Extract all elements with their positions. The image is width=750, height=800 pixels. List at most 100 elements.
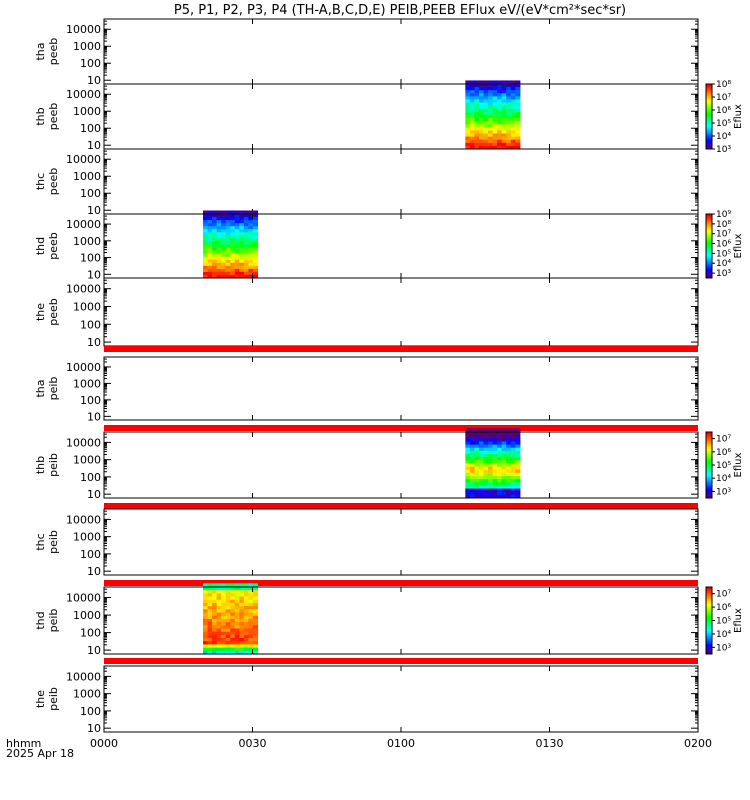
heatmap-cell [506, 428, 512, 432]
colorbar-tick-label: 10⁷ [716, 230, 731, 240]
heatmap-cell [234, 647, 240, 651]
heatmap-cell [221, 624, 227, 629]
heatmap-cell [515, 102, 521, 106]
colorbar-segment [706, 147, 712, 150]
heatmap-cell [248, 256, 254, 260]
heatmap-cell [488, 431, 494, 436]
heatmap-cell [234, 631, 240, 635]
heatmap-cell [252, 612, 259, 616]
heatmap-cell [483, 86, 489, 91]
heatmap-cell [492, 102, 498, 106]
heatmap-cell [230, 268, 236, 272]
heatmap-cell [207, 615, 213, 619]
heatmap-cell [488, 126, 494, 131]
heatmap-cell [492, 453, 498, 458]
colorbar-tick-label: 10⁴ [716, 474, 731, 484]
heatmap-cell [212, 216, 218, 221]
heatmap-cell [492, 466, 498, 470]
heatmap-cell [234, 219, 240, 224]
heatmap-cell [207, 259, 213, 263]
heatmap-cell [478, 494, 485, 498]
heatmap-cell [515, 95, 521, 100]
heatmap-cell [465, 111, 471, 115]
heatmap-cell [221, 222, 227, 227]
heatmap-cell [234, 602, 240, 607]
heatmap-cell [492, 494, 498, 498]
heatmap-cell [243, 586, 249, 591]
heatmap-cell [221, 265, 227, 269]
heatmap-cell [203, 592, 209, 597]
heatmap-cell [243, 250, 249, 254]
heatmap-cell [207, 596, 213, 600]
heatmap-cell [492, 431, 498, 436]
heatmap-cell [221, 231, 227, 236]
heatmap-cell [212, 624, 218, 629]
heatmap-cell [478, 453, 485, 458]
heatmap-cell [234, 225, 240, 230]
colorbar-segment [706, 479, 712, 482]
heatmap-cell [234, 210, 240, 214]
heatmap-cell [506, 117, 512, 122]
heatmap-cell [221, 650, 227, 654]
heatmap-cell [501, 139, 507, 143]
heatmap-cell [483, 105, 489, 109]
panel-product-label: peeb [47, 38, 60, 66]
heatmap-cell [252, 650, 259, 654]
heatmap-cell [207, 592, 213, 597]
y-tick-label: 10000 [66, 513, 101, 526]
colorbar-segment [706, 116, 712, 119]
heatmap-cell [515, 145, 521, 149]
heatmap-cell [469, 440, 476, 445]
heatmap-cell [252, 608, 259, 613]
heatmap-cell [230, 634, 236, 639]
heatmap-cell [248, 247, 254, 251]
y-tick-label: 10000 [66, 218, 101, 231]
heatmap-cell [488, 89, 494, 94]
heatmap-cell [465, 133, 471, 137]
colorbar-segment [706, 453, 712, 456]
colorbar-segment [706, 642, 712, 645]
heatmap-cell [501, 444, 507, 448]
heatmap-cell [252, 244, 259, 248]
heatmap-cell [474, 472, 480, 476]
heatmap-cell [207, 586, 213, 591]
heatmap-cell [506, 114, 512, 119]
heatmap-cell [465, 86, 471, 91]
heatmap-cell [510, 105, 516, 109]
heatmap-cell [225, 250, 231, 254]
heatmap-cell [515, 123, 521, 128]
heatmap-cell [488, 488, 494, 492]
heatmap-cell [252, 640, 259, 645]
heatmap-cell [506, 80, 512, 84]
colorbar-segment [706, 593, 712, 596]
colorbar-segment [706, 123, 712, 126]
heatmap-cell [216, 216, 222, 221]
heatmap-cell [497, 89, 503, 94]
heatmap-cell [207, 602, 213, 607]
heatmap-cell [501, 462, 507, 467]
colorbar-tick-label: 10³ [716, 643, 731, 653]
colorbar-segment [706, 127, 712, 130]
heatmap-cell [501, 447, 507, 451]
y-tick-label: 10000 [66, 670, 101, 683]
heatmap-cell [252, 234, 259, 239]
heatmap-cell [212, 225, 218, 230]
heatmap-cell [478, 431, 485, 436]
heatmap-cell [506, 456, 512, 461]
colorbar-segment [706, 612, 712, 615]
y-tick-label: 10000 [66, 283, 101, 296]
heatmap-cell [474, 431, 480, 436]
heatmap-cell [207, 612, 213, 616]
colorbar-segment [706, 466, 712, 469]
heatmap-cell [225, 225, 231, 230]
heatmap-cell [506, 462, 512, 467]
colorbar-segment [706, 488, 712, 491]
y-tick-label: 10 [87, 204, 101, 217]
heatmap-cell [515, 444, 521, 448]
heatmap-cell [252, 265, 259, 269]
heatmap-cell [212, 583, 218, 587]
heatmap-cell [474, 466, 480, 470]
heatmap-cell [483, 142, 489, 146]
heatmap-cell [510, 459, 516, 464]
heatmap-cell [207, 583, 213, 587]
